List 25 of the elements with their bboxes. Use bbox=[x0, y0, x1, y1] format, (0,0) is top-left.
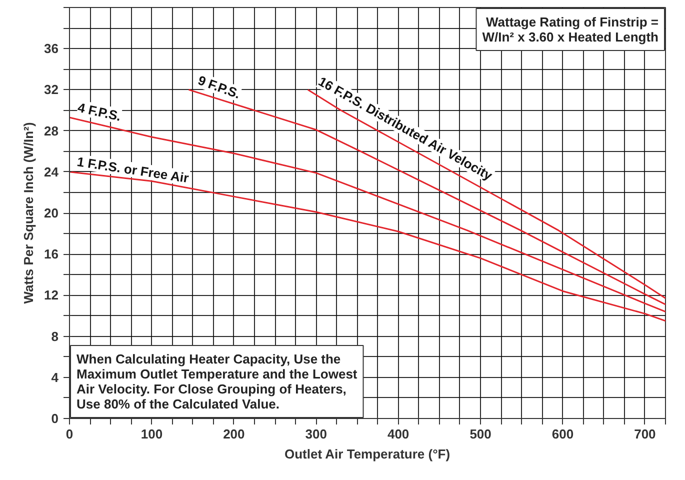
text: 9 F.P.S. bbox=[196, 72, 242, 102]
y-axis-title: Watts Per Square Inch (W/In²) bbox=[21, 122, 36, 304]
y-tick-label: 4 bbox=[51, 370, 60, 385]
x-tick-label: 100 bbox=[140, 426, 163, 442]
y-tick-label: 8 bbox=[51, 328, 59, 344]
x-axis-title: Outlet Air Temperature (°F) bbox=[284, 446, 450, 462]
text: 4 F.P.S. bbox=[76, 100, 122, 124]
y-tick-label: 28 bbox=[44, 123, 59, 138]
y-tick-label: 20 bbox=[44, 206, 59, 220]
text: 1 F.P.S. or Free Air bbox=[76, 154, 190, 186]
x-tick-label: 200 bbox=[223, 426, 245, 442]
y-tick-label: 24 bbox=[44, 164, 60, 180]
x-tick-label: 400 bbox=[387, 426, 410, 442]
x-tick-label: 600 bbox=[552, 426, 574, 442]
annotation: Wattage Rating of Finstrip = W/In² x 3.60 x Heated Length bbox=[482, 14, 659, 44]
y-tick-label: 32 bbox=[44, 82, 59, 98]
x-tick-label: 500 bbox=[470, 426, 492, 442]
y-tick-label: 12 bbox=[44, 288, 59, 303]
x-tick-label: 300 bbox=[305, 426, 327, 442]
y-tick-label: 36 bbox=[44, 41, 59, 56]
y-tick-label: 16 bbox=[44, 246, 59, 262]
annotation: When Calculating Heater Capacity, Use the Maximum Outlet Temperature and the Lowest Air Velocity. For Close Grouping of Heaters, Use 80% of the Calculated Value. bbox=[76, 352, 358, 412]
y-tick-label: 0 bbox=[51, 411, 59, 426]
x-tick-label: 0 bbox=[66, 426, 74, 442]
x-tick-label: 700 bbox=[634, 426, 656, 442]
